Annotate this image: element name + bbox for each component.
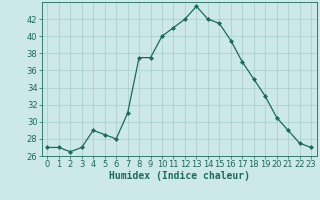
X-axis label: Humidex (Indice chaleur): Humidex (Indice chaleur)	[109, 171, 250, 181]
